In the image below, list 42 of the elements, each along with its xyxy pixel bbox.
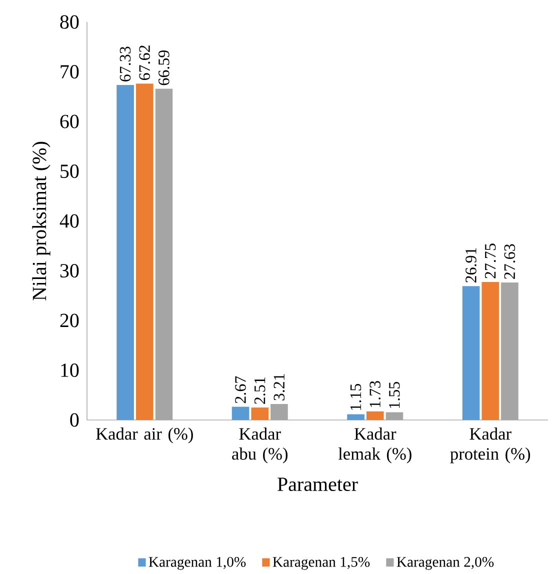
data-label: 1.73 bbox=[370, 381, 381, 408]
data-label: 67.62 bbox=[139, 46, 150, 80]
bar bbox=[251, 408, 269, 420]
x-tick-label: Kadar abu (%) bbox=[232, 428, 288, 464]
data-label: 1.15 bbox=[350, 384, 362, 410]
data-label: 3.21 bbox=[274, 374, 285, 400]
y-tick-label: 60 bbox=[60, 114, 79, 128]
y-tick-label: 50 bbox=[60, 164, 79, 178]
data-label: 27.63 bbox=[504, 244, 516, 279]
data-label: 1.55 bbox=[389, 382, 400, 408]
bar bbox=[116, 85, 134, 420]
bar bbox=[366, 411, 384, 420]
y-tick-label: 80 bbox=[60, 15, 79, 29]
data-label: 27.75 bbox=[484, 244, 496, 278]
bar bbox=[232, 406, 250, 420]
x-tick-label: Kadar air (%) bbox=[96, 428, 193, 444]
bar bbox=[270, 404, 288, 420]
y-axis-title: Nilai proksimat (%) bbox=[32, 142, 50, 300]
bar bbox=[482, 282, 500, 420]
legend-label: Karagenan 1,5% bbox=[272, 556, 370, 570]
x-tick-label: Kadar lemak (%) bbox=[338, 428, 412, 464]
data-label: 2.67 bbox=[235, 376, 246, 404]
data-label: 2.51 bbox=[254, 378, 266, 404]
x-tick-label: Kadar protein (%) bbox=[450, 428, 530, 464]
x-axis-title: Parameter bbox=[278, 478, 358, 492]
data-label: 67.33 bbox=[120, 46, 131, 82]
data-label: 66.59 bbox=[158, 50, 170, 86]
y-tick-label: 10 bbox=[61, 364, 79, 377]
bar bbox=[155, 88, 173, 420]
bar bbox=[136, 84, 154, 420]
bar bbox=[386, 412, 404, 420]
legend-label: Karagenan 1,0% bbox=[148, 556, 246, 570]
y-tick-label: 0 bbox=[70, 413, 79, 427]
bar bbox=[501, 282, 518, 420]
bar bbox=[347, 414, 364, 420]
bar bbox=[462, 286, 480, 420]
y-tick-label: 40 bbox=[60, 214, 79, 228]
data-label: 26.91 bbox=[466, 248, 476, 282]
y-tick-label: 70 bbox=[60, 65, 79, 78]
y-tick-label: 30 bbox=[60, 264, 79, 278]
legend-label: Karagenan 2,0% bbox=[396, 556, 494, 570]
y-tick-label: 20 bbox=[60, 314, 79, 328]
